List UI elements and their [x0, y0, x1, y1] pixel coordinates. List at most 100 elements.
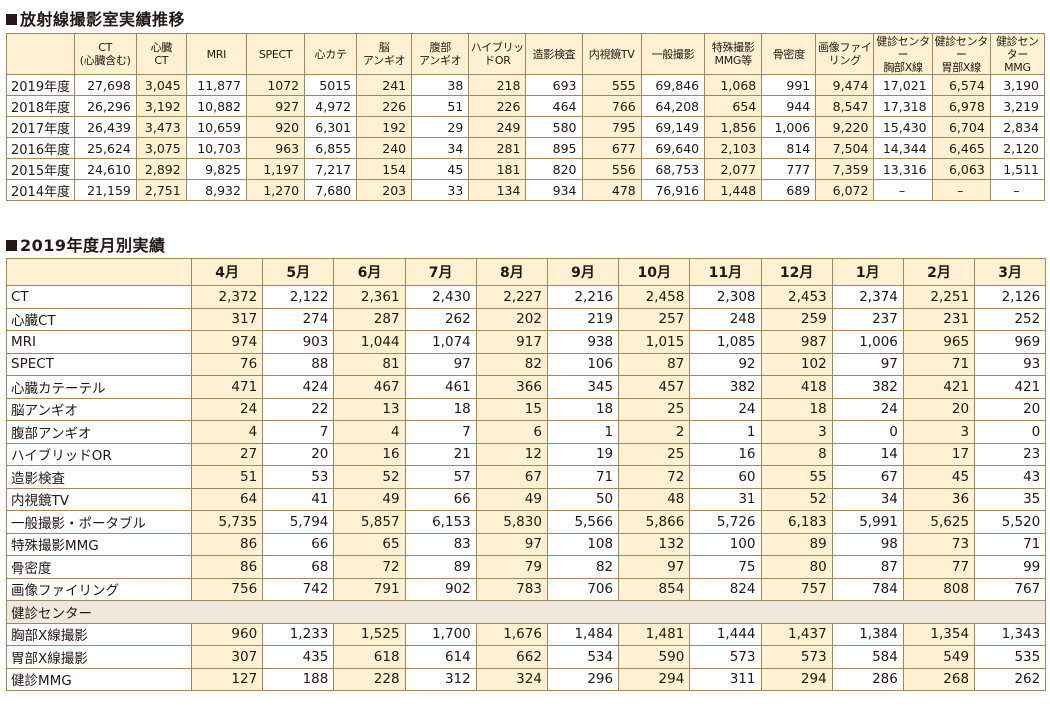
- data-cell: 584: [831, 645, 904, 669]
- data-cell: 73: [902, 532, 976, 556]
- data-cell: 12: [475, 442, 548, 466]
- section1-title: 放射線撮影室実績推移: [6, 6, 185, 30]
- data-cell: 618: [333, 645, 406, 669]
- data-cell: 6,153: [404, 510, 477, 534]
- data-cell: 248: [689, 307, 762, 331]
- data-cell: 1,700: [404, 622, 477, 646]
- data-cell: 51: [411, 95, 470, 117]
- data-cell: 52: [760, 487, 833, 511]
- data-cell: 424: [262, 375, 335, 399]
- data-cell: 311: [689, 667, 762, 691]
- data-cell: 808: [902, 577, 976, 601]
- data-cell: 974: [190, 330, 264, 354]
- data-cell: 86: [190, 555, 264, 579]
- data-cell: 777: [761, 158, 817, 180]
- data-cell: 1,233: [262, 622, 335, 646]
- data-cell: 274: [262, 307, 335, 331]
- data-cell: 1,525: [333, 622, 406, 646]
- row-label: 特殊撮影MMG: [6, 532, 192, 556]
- data-cell: 66: [262, 532, 335, 556]
- data-cell: 89: [404, 555, 477, 579]
- data-cell: 2,458: [618, 285, 691, 309]
- table-row: SPECT 76 88 81 97 82 106 87 92 102 97 71 93: [6, 352, 1047, 376]
- data-cell: 55: [760, 465, 833, 489]
- row-label: 一般撮影・ポータブル: [6, 510, 192, 534]
- row-label: 2017年度: [6, 116, 75, 138]
- data-cell: 742: [262, 577, 335, 601]
- data-cell: 27: [190, 442, 264, 466]
- data-cell: 0: [974, 420, 1047, 444]
- data-cell: 87: [831, 555, 904, 579]
- data-cell: 18: [760, 397, 833, 421]
- data-cell: 795: [581, 116, 642, 138]
- square-bullet-icon: [6, 240, 17, 251]
- data-cell: 9,825: [185, 158, 247, 180]
- data-cell: 1,343: [974, 622, 1047, 646]
- data-cell: 555: [581, 74, 642, 96]
- data-cell: 5,866: [618, 510, 691, 534]
- data-cell: 6,855: [304, 137, 358, 159]
- data-cell: 17: [902, 442, 976, 466]
- data-cell: 5015: [304, 74, 358, 96]
- data-cell: 262: [404, 307, 477, 331]
- data-cell: 317: [190, 307, 264, 331]
- data-cell: 80: [760, 555, 833, 579]
- data-cell: 757: [760, 577, 833, 601]
- data-cell: 16: [333, 442, 406, 466]
- data-cell: 4: [333, 420, 406, 444]
- data-cell: 464: [525, 95, 583, 117]
- data-cell: 366: [475, 375, 548, 399]
- data-cell: 421: [902, 375, 976, 399]
- data-cell: 50: [546, 487, 620, 511]
- data-cell: 49: [475, 487, 548, 511]
- data-cell: 57: [404, 465, 477, 489]
- data-cell: 98: [831, 532, 904, 556]
- data-cell: 203: [356, 179, 413, 201]
- data-cell: 88: [262, 352, 335, 376]
- table-row: CT 2,372 2,122 2,361 2,430 2,227 2,216 2,458 2,3…: [6, 285, 1047, 309]
- data-cell: 556: [581, 158, 642, 180]
- subsection-row: 健診センター: [5, 600, 1047, 624]
- data-cell: 2,126: [974, 285, 1047, 309]
- table-row: 胃部X線撮影 307 435 618 614 662 534 590 573 573 584 549 5…: [6, 645, 1047, 669]
- data-cell: 2,372: [190, 285, 264, 309]
- data-cell: 6,183: [760, 510, 833, 534]
- data-cell: 132: [618, 532, 691, 556]
- column-header: 骨密度: [761, 33, 817, 75]
- data-cell: 231: [902, 307, 976, 331]
- column-header: 画像ファイ リング: [815, 33, 875, 75]
- section2-title: 2019年度月別実績: [6, 232, 166, 256]
- month-header: 6月: [333, 258, 406, 286]
- row-label: 健診MMG: [6, 667, 192, 691]
- data-cell: 766: [581, 95, 642, 117]
- data-cell: 960: [190, 622, 264, 646]
- row-label: 2015年度: [6, 158, 75, 180]
- data-cell: 5,857: [333, 510, 406, 534]
- data-cell: 1,484: [546, 622, 620, 646]
- table-row: ハイブリッドOR 27 20 16 21 12 19 25 16 8 14 17 23: [6, 442, 1047, 466]
- data-cell: 784: [831, 577, 904, 601]
- data-cell: 1: [546, 420, 620, 444]
- data-cell: 1,068: [704, 74, 763, 96]
- data-cell: 549: [902, 645, 976, 669]
- column-header: 心臓 CT: [135, 33, 187, 75]
- data-cell: 72: [618, 465, 691, 489]
- data-cell: 573: [689, 645, 762, 669]
- data-cell: 83: [404, 532, 477, 556]
- data-cell: 969: [974, 330, 1047, 354]
- data-cell: 22: [262, 397, 335, 421]
- data-cell: 72: [333, 555, 406, 579]
- data-cell: 10,703: [185, 137, 247, 159]
- data-cell: 68,753: [640, 158, 706, 180]
- data-cell: 268: [902, 667, 976, 691]
- column-header: 一般撮影: [640, 33, 706, 75]
- data-cell: 154: [356, 158, 413, 180]
- data-cell: 240: [356, 137, 413, 159]
- data-cell: 2,077: [704, 158, 763, 180]
- data-cell: 987: [760, 330, 833, 354]
- data-cell: 1,197: [245, 158, 306, 180]
- data-cell: 457: [618, 375, 691, 399]
- data-cell: 10,659: [185, 116, 247, 138]
- column-header: 心カテ: [304, 33, 358, 75]
- data-cell: 903: [262, 330, 335, 354]
